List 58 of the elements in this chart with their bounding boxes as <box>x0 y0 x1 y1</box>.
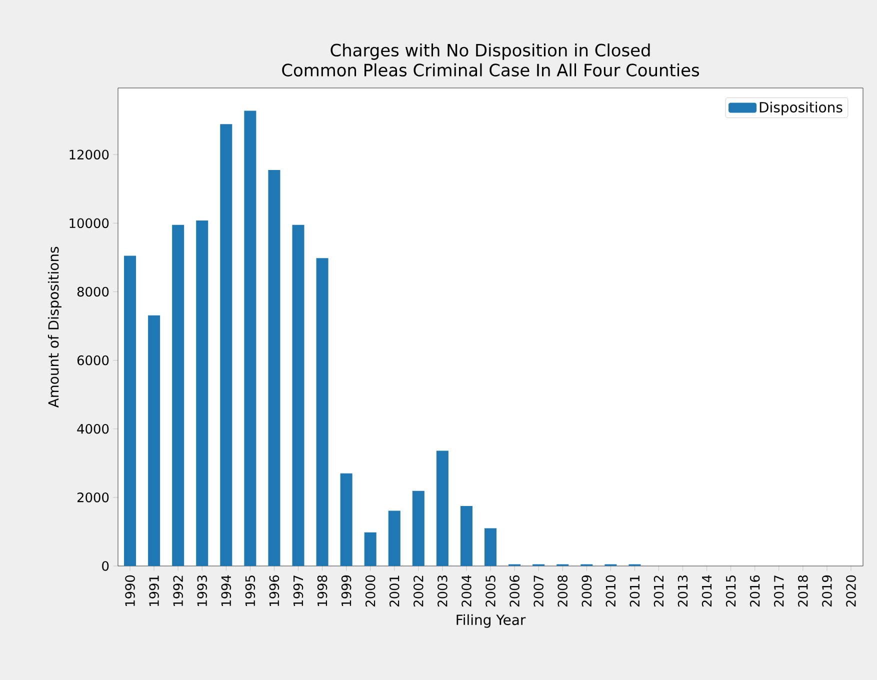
x-tick-label: 1997 <box>293 576 304 606</box>
bar <box>292 224 304 566</box>
bar <box>412 490 424 566</box>
x-tick-label: 2012 <box>654 576 664 607</box>
bar <box>220 124 232 566</box>
x-tick-label: 2006 <box>510 575 520 607</box>
x-tick-label: 2015 <box>726 576 736 607</box>
bar <box>316 258 328 566</box>
x-tick-label: 1993 <box>197 576 208 606</box>
bar <box>172 224 184 566</box>
y-tick-label: 2000 <box>77 492 109 502</box>
y-tick-label: 0 <box>102 561 109 571</box>
x-tick-label: 2020 <box>846 575 856 607</box>
bar <box>388 510 400 566</box>
x-tick-label: 1990 <box>125 575 135 606</box>
x-tick-label: 2007 <box>534 576 544 607</box>
x-tick-label: 2009 <box>582 575 592 607</box>
bar <box>268 170 280 566</box>
x-tick-label: 2011 <box>630 576 640 607</box>
x-tick-label: 2008 <box>558 575 568 607</box>
x-tick-label: 2016 <box>750 575 760 607</box>
y-tick-label: 12000 <box>70 150 109 160</box>
y-axis-title: Amount of Dispositions <box>48 246 62 408</box>
x-tick-label: 2004 <box>462 575 472 607</box>
bar <box>460 506 472 566</box>
x-tick-label: 2019 <box>822 575 832 607</box>
x-tick-label: 2005 <box>486 576 496 607</box>
x-tick-label: 2000 <box>365 575 376 607</box>
x-tick-label: 2003 <box>438 576 448 607</box>
x-tick-label: 1994 <box>221 575 232 606</box>
bar <box>484 528 497 566</box>
bar <box>364 532 376 566</box>
x-tick-label: 1998 <box>317 575 328 606</box>
y-tick-label: 6000 <box>77 355 109 366</box>
x-tick-label: 2014 <box>702 575 712 607</box>
chart-title: Charges with No Disposition in Closed Common Pleas Criminal Case In All Four Counties <box>282 43 700 76</box>
y-tick-label: 4000 <box>77 424 109 434</box>
y-tick-label: 10000 <box>70 218 109 228</box>
legend-label: Dispositions <box>760 102 842 116</box>
x-tick-label: 1999 <box>341 575 352 606</box>
bar <box>196 220 208 566</box>
x-tick-label: 2001 <box>389 576 400 607</box>
bar <box>244 110 256 566</box>
x-tick-label: 1991 <box>149 576 159 606</box>
x-tick-label: 1995 <box>245 576 256 606</box>
bar <box>124 256 136 566</box>
bar <box>340 473 352 566</box>
bar <box>436 450 448 566</box>
x-tick-label: 2018 <box>798 575 808 607</box>
x-tick-label: 1992 <box>173 576 183 606</box>
x-tick-label: 2002 <box>414 576 424 607</box>
x-tick-label: 1996 <box>269 575 280 606</box>
y-tick-label: 8000 <box>77 286 109 297</box>
bar <box>148 315 160 566</box>
x-tick-label: 2010 <box>606 575 616 607</box>
x-tick-label: 2013 <box>678 576 688 607</box>
x-axis-title: Filing Year <box>456 614 526 628</box>
x-tick-label: 2017 <box>774 576 784 607</box>
